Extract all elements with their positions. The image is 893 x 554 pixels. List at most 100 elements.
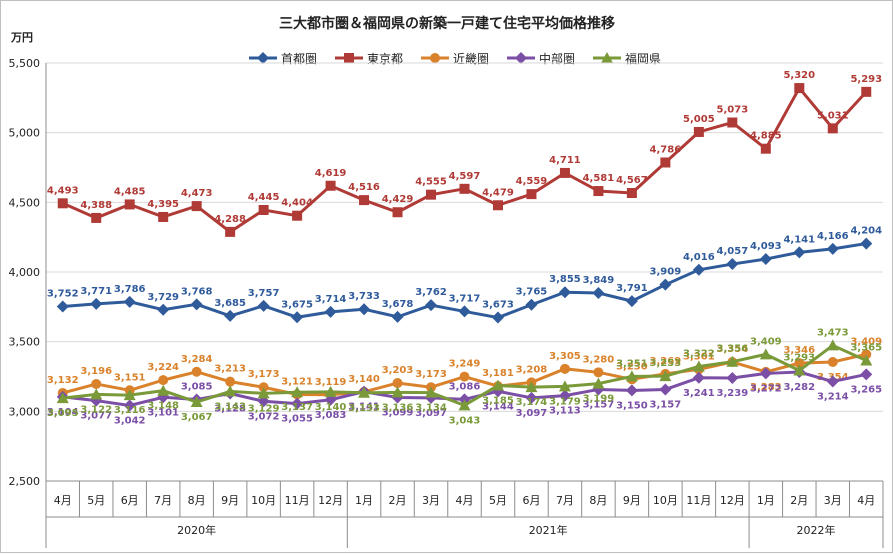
data-point [225, 376, 236, 387]
data-point [123, 399, 136, 412]
data-point [794, 83, 805, 94]
data-point [426, 189, 437, 200]
data-point [391, 386, 404, 398]
data-label: 3,174 [516, 397, 548, 408]
y-axis: 2,500 3,000 3,500 4,000 4,500 5,000 5,500 [9, 57, 47, 488]
data-label: 3,717 [449, 293, 481, 304]
data-label: 4,597 [449, 171, 481, 182]
data-point [123, 389, 136, 401]
x-tick-label: 9月 [623, 494, 641, 507]
data-point [726, 355, 739, 367]
data-label: 3,150 [616, 400, 648, 411]
legend-label: 中部圏 [539, 51, 575, 66]
data-label: 3,099 [382, 408, 414, 419]
year-label: 2020年 [177, 523, 216, 537]
data-label: 3,042 [114, 415, 146, 426]
data-point [760, 143, 771, 154]
data-label: 4,555 [415, 177, 447, 188]
data-point [190, 395, 203, 407]
data-label: 3,473 [817, 327, 849, 338]
legend-label: 近畿圏 [453, 52, 489, 66]
data-label: 3,269 [650, 356, 682, 367]
data-label: 3,129 [248, 403, 280, 414]
data-label: 3,283 [750, 382, 782, 393]
x-tick-label: 8月 [589, 494, 607, 507]
data-point [793, 364, 806, 376]
data-label: 3,185 [482, 396, 514, 407]
y-tick-label: 4,500 [9, 196, 41, 209]
data-point [601, 52, 613, 63]
data-label: 3,181 [482, 368, 514, 379]
data-point [558, 380, 571, 392]
data-point [693, 126, 704, 137]
data-point [759, 348, 772, 360]
data-point [559, 167, 570, 178]
year-label: 2021年 [529, 523, 568, 537]
data-label: 3,272 [750, 383, 782, 394]
data-label: 3,673 [482, 300, 514, 311]
data-label: 4,479 [482, 187, 514, 198]
data-label: 3,855 [549, 274, 581, 285]
data-label: 3,148 [147, 401, 179, 412]
data-point [292, 210, 303, 221]
data-point [860, 354, 873, 366]
x-tick-label: 11月 [285, 494, 310, 507]
data-label: 4,885 [750, 131, 782, 142]
data-label: 3,140 [348, 374, 380, 385]
legend-label: 東京都 [367, 52, 403, 66]
data-label: 3,122 [80, 404, 112, 415]
data-point [91, 212, 102, 223]
legend-item: 近畿圏 [421, 52, 489, 66]
y-tick-label: 3,000 [9, 405, 41, 418]
data-label: 3,346 [783, 345, 815, 356]
data-label: 3,322 [683, 348, 715, 359]
data-label: 3,151 [114, 372, 146, 383]
data-point [826, 242, 839, 255]
data-label: 4,619 [315, 168, 347, 179]
data-point [659, 383, 672, 396]
x-axis: 4月 5月 6月 7月 8月 9月 10月 11月 12月 1月 2月 3月 4月 5月 6月 7月 8月 9月 1… [45, 481, 884, 548]
data-point [759, 253, 772, 266]
data-point [258, 382, 269, 393]
data-point [459, 183, 470, 194]
data-label: 3,213 [214, 364, 246, 375]
data-label: 4,395 [147, 199, 179, 210]
data-label: 3,305 [549, 351, 581, 362]
data-point [258, 204, 269, 215]
x-tick-label: 12月 [720, 494, 745, 507]
data-label: 3,179 [549, 396, 581, 407]
data-point [224, 309, 237, 322]
data-point [224, 385, 237, 397]
data-label: 3,714 [315, 294, 347, 305]
data-label: 4,786 [650, 144, 682, 155]
data-point [257, 299, 270, 312]
data-point [525, 298, 538, 311]
data-point [525, 391, 538, 404]
data-label: 3,791 [616, 283, 648, 294]
data-label: 4,166 [817, 231, 849, 242]
data-label: 3,196 [80, 366, 112, 377]
data-point [459, 371, 470, 382]
data-label: 3,157 [583, 399, 615, 410]
data-point [291, 397, 304, 410]
data-point [860, 237, 873, 250]
data-label: 3,128 [214, 403, 246, 414]
data-label: 3,116 [114, 405, 146, 416]
data-point [123, 295, 136, 308]
data-label: 4,711 [549, 155, 581, 166]
data-label: 4,473 [181, 188, 213, 199]
data-label: 3,265 [850, 384, 882, 395]
y-tick-label: 5,500 [9, 57, 41, 70]
data-label: 3,140 [315, 402, 347, 413]
x-tick-label: 1月 [355, 494, 373, 507]
x-tick-label: 6月 [121, 494, 139, 507]
x-tick-label: 3月 [422, 494, 440, 507]
x-tick-label: 11月 [686, 494, 711, 507]
legend-item: 東京都 [335, 52, 403, 66]
data-point [861, 86, 872, 97]
x-tick-label: 3月 [824, 494, 842, 507]
